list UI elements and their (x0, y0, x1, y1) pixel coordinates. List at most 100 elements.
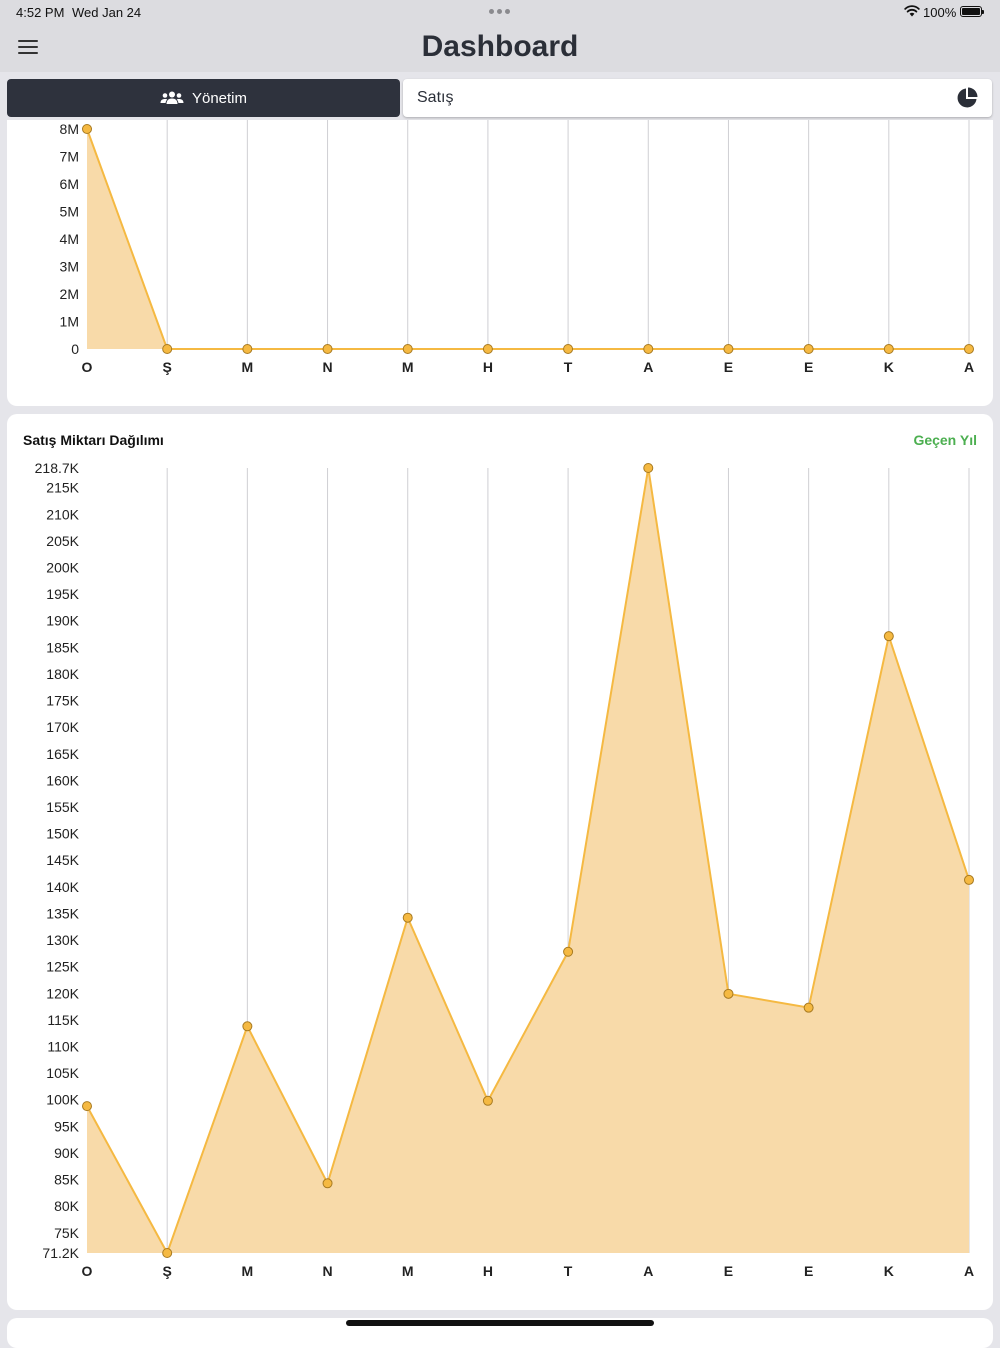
home-indicator[interactable] (346, 1320, 654, 1326)
x-tick-label: T (564, 1263, 573, 1279)
data-point[interactable] (402, 912, 413, 923)
previous-year-link[interactable]: Geçen Yıl (913, 432, 977, 448)
yonetim-tab[interactable]: Yönetim (7, 79, 400, 117)
x-tick-label: T (564, 359, 573, 375)
y-tick-label: 120K (46, 985, 79, 1001)
x-tick-label: E (724, 359, 733, 375)
y-tick-label: 150K (46, 826, 79, 842)
data-point[interactable] (82, 124, 92, 134)
y-tick-label: 105K (46, 1065, 79, 1081)
y-tick-label: 195K (46, 586, 79, 602)
area-fill (87, 129, 969, 349)
users-icon (160, 91, 184, 104)
data-point[interactable] (162, 1248, 173, 1258)
data-point[interactable] (723, 988, 734, 999)
y-tick-label: 7M (60, 149, 79, 165)
y-tick-label: 95K (54, 1118, 80, 1134)
sales-amount-chart-top: 0 1M 2M 3M 4M 5M 6M 7M 8M O Ş M N M H T A E E K A (60, 120, 974, 375)
y-tick-label: 90K (54, 1145, 80, 1161)
data-point[interactable] (643, 344, 654, 354)
y-tick-label: 1M (60, 314, 79, 330)
data-point[interactable] (803, 1002, 814, 1013)
y-tick-label: 205K (46, 533, 79, 549)
y-tick-label: 5M (60, 204, 79, 220)
status-bar: 4:52 PM Wed Jan 24 100% (0, 0, 1000, 24)
multitasking-dots-icon[interactable] (489, 9, 510, 14)
y-tick-label: 115K (47, 1012, 79, 1028)
x-tick-label: A (964, 1263, 974, 1279)
status-date: Wed Jan 24 (72, 5, 142, 20)
data-point[interactable] (964, 344, 974, 354)
data-point[interactable] (242, 1021, 253, 1032)
data-point[interactable] (803, 344, 814, 354)
x-tick-label: K (884, 359, 894, 375)
wifi-icon (904, 5, 920, 17)
x-tick-label: E (804, 359, 813, 375)
y-tick-label: 0 (71, 341, 79, 357)
segment-bar: Yönetim Satış (0, 72, 1000, 124)
data-point[interactable] (723, 344, 734, 354)
data-point[interactable] (322, 1178, 333, 1189)
x-tick-label: E (724, 1263, 733, 1279)
y-tick-label: 165K (46, 746, 79, 762)
data-point[interactable] (322, 344, 333, 354)
x-tick-label: Ş (163, 1263, 172, 1279)
x-tick-label: H (483, 1263, 493, 1279)
data-point[interactable] (242, 344, 253, 354)
y-tick-label: 100K (46, 1092, 79, 1108)
data-point[interactable] (643, 463, 654, 473)
x-tick-label: A (643, 359, 653, 375)
x-tick-label: A (964, 359, 974, 375)
y-tick-label: 190K (46, 613, 79, 629)
series-line (86, 128, 969, 350)
x-tick-label: N (322, 359, 332, 375)
data-point[interactable] (82, 1101, 92, 1112)
data-point[interactable] (883, 631, 894, 642)
data-point[interactable] (883, 344, 894, 354)
x-tick-label: H (483, 359, 493, 375)
navigation-bar: Dashboard (0, 24, 1000, 72)
hamburger-menu-icon[interactable] (18, 40, 38, 56)
data-point[interactable] (482, 1095, 493, 1106)
y-tick-label: 75K (54, 1225, 80, 1241)
data-point[interactable] (482, 344, 493, 354)
y-tick-label: 6M (60, 176, 79, 192)
x-tick-label: M (242, 359, 254, 375)
page-title: Dashboard (421, 30, 579, 63)
data-point[interactable] (964, 874, 974, 885)
y-tick-label: 80K (54, 1198, 80, 1214)
x-tick-label: K (884, 1263, 894, 1279)
x-tick-label: O (82, 359, 93, 375)
y-tick-label: 140K (46, 879, 79, 895)
y-tick-label: 85K (54, 1172, 80, 1188)
y-tick-label: 125K (46, 959, 79, 975)
data-point[interactable] (563, 344, 574, 354)
data-point[interactable] (563, 946, 574, 957)
battery-icon (960, 6, 984, 17)
y-tick-label: 8M (60, 121, 79, 137)
y-tick-label: 110K (47, 1039, 79, 1055)
y-tick-label: 180K (46, 666, 79, 682)
x-tick-label: M (242, 1263, 254, 1279)
x-tick-label: O (82, 1263, 93, 1279)
y-tick-label: 200K (46, 560, 79, 576)
series-line (86, 468, 970, 1255)
y-tick-label: 145K (46, 852, 79, 868)
y-tick-label: 160K (46, 772, 79, 788)
y-tick-label: 71.2K (42, 1245, 79, 1261)
sales-distribution-chart: 71.2K 75K 80K 85K 90K 95K 100K 105K 110K 115K 120K… (35, 460, 974, 1279)
y-tick-label: 135K (46, 905, 79, 921)
sales-distribution-card: Satış Miktarı Dağılımı Geçen Yıl 71.2K 75… (7, 414, 993, 1310)
y-tick-label: 170K (46, 719, 79, 735)
y-tick-label: 3M (60, 259, 79, 275)
y-tick-label: 2M (60, 286, 79, 302)
area-fill (87, 468, 969, 1253)
yonetim-tab-label: Yönetim (191, 89, 248, 107)
card-title: Satış Miktarı Dağılımı (23, 432, 164, 448)
pie-chart-icon[interactable] (956, 87, 978, 109)
satis-dropdown[interactable]: Satış (403, 79, 992, 117)
data-point[interactable] (162, 344, 173, 354)
y-tick-label: 210K (46, 506, 79, 522)
battery-percent: 100% (923, 5, 957, 20)
data-point[interactable] (402, 344, 413, 354)
